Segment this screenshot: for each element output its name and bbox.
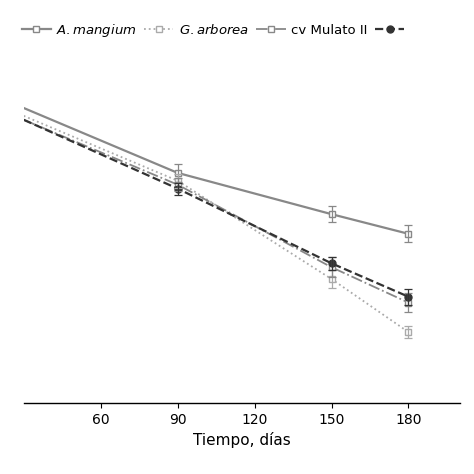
X-axis label: Tiempo, días: Tiempo, días	[193, 432, 291, 448]
Legend: $\it{A. mangium}$, $\it{G. arborea}$, cv Mulato II, : $\it{A. mangium}$, $\it{G. arborea}$, cv…	[22, 22, 410, 39]
